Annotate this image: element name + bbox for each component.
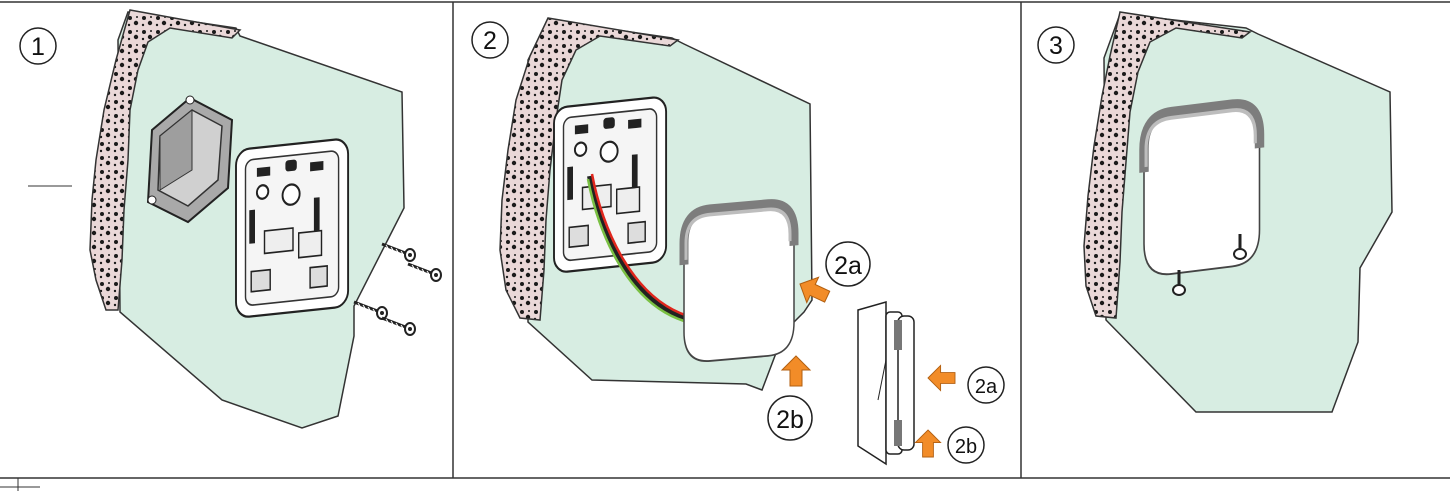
push-arrow-icon [927,364,956,392]
wire-icon [587,175,687,321]
step-2-panel: 2a 2b 2a 2b 2 [471,17,1005,466]
callout-badge [767,395,813,441]
step-3-panel: 3 [1037,11,1393,413]
step-badge [19,27,57,65]
callout-label: 2a [975,376,998,398]
callout-label: 2a [834,252,862,280]
thermostat-device [684,202,794,363]
mounting-plate [234,137,350,320]
step-1-panel: 1 [19,9,443,429]
brick-wall-section [89,9,242,311]
step-number: 1 [31,33,45,61]
callout-badge [967,366,1005,404]
screw-icon [380,316,417,337]
step-badge [1037,26,1075,64]
callout-badge [947,426,985,464]
side-view-device [857,301,915,466]
screw-icon [406,262,443,283]
callout-badge [825,241,871,287]
brick-wall-section [499,17,680,321]
screw-icon [380,242,417,263]
step-number: 3 [1049,32,1063,60]
step-badge [471,21,509,59]
step-number: 2 [483,27,497,55]
callout-label: 2b [776,406,804,434]
wire-icon [586,178,685,323]
push-arrow-icon [781,355,811,387]
screw-icon [1233,234,1247,260]
screw-icon [352,300,389,321]
flush-mount-box [146,95,234,224]
push-arrow-icon [914,429,942,458]
wire-icon [590,173,689,318]
brick-wall-section [1083,11,1252,319]
screw-icon [1172,270,1186,296]
callout-label: 2b [955,436,977,458]
